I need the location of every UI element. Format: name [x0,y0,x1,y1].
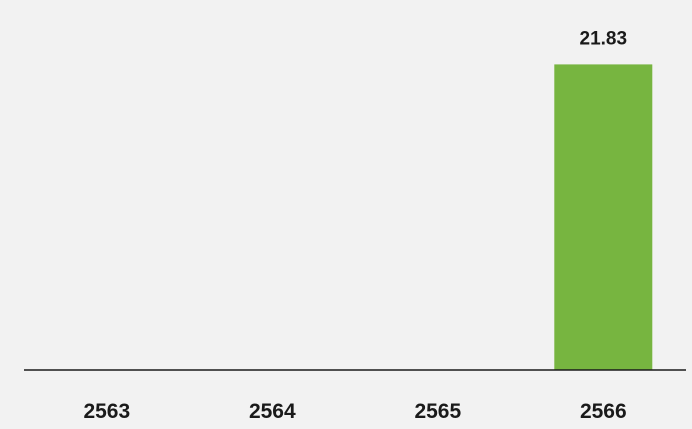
x-tick-label-2565: 2565 [414,400,461,423]
bars-layer [554,64,653,371]
value-labels-layer: 21.83 [580,28,628,49]
bar-2566 [554,64,653,371]
x-tick-label-2564: 2564 [249,400,296,423]
x-tick-label-2563: 2563 [83,400,130,423]
value-label-2566: 21.83 [580,28,628,49]
x-tick-label-2566: 2566 [580,400,627,423]
x-tick-labels: 2563 2564 2565 2566 [83,400,626,423]
